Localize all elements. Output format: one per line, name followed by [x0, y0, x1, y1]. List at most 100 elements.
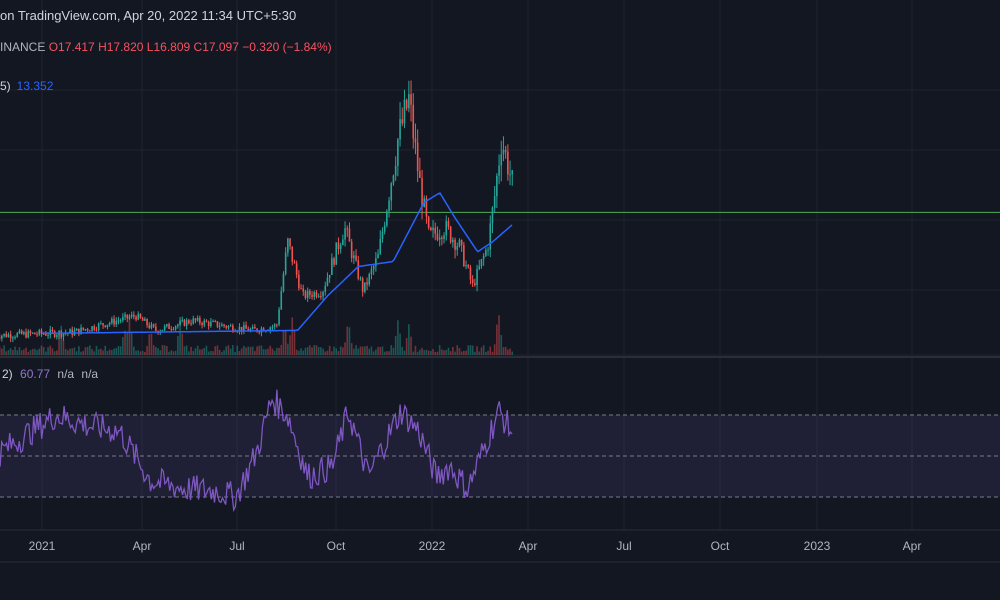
volume-bar [155, 346, 157, 355]
candle-body [489, 223, 492, 250]
candle-body [177, 324, 179, 327]
candle-body [179, 320, 181, 325]
candle-body [348, 228, 351, 242]
candle-body [183, 319, 186, 326]
volume-bar [467, 345, 470, 355]
candle-body [97, 323, 100, 330]
candle-body [463, 245, 465, 267]
volume-bar [337, 351, 340, 355]
candlestick-series [0, 80, 514, 343]
candle-body [390, 183, 393, 201]
volume-bar [20, 350, 23, 355]
volume-bar [313, 345, 316, 355]
candle-body [344, 228, 346, 240]
volume-bar [212, 351, 214, 355]
volume-bar [229, 348, 232, 355]
volume-bar [67, 350, 69, 355]
rsi-legend[interactable]: 2) 60.77 n/a n/a [2, 367, 98, 381]
volume-bar [185, 345, 188, 355]
candle-body [438, 237, 441, 240]
symbol-label[interactable]: INANCE [0, 40, 46, 54]
volume-bar [69, 348, 71, 355]
candle-body [498, 165, 500, 176]
candle-body [293, 261, 296, 264]
candle-body [144, 319, 146, 321]
candle-body [135, 316, 137, 320]
candle-body [188, 320, 190, 324]
candle-body [207, 322, 210, 327]
volume-bar [271, 348, 274, 355]
candle-body [372, 266, 375, 270]
chart-header: on TradingView.com, Apr 20, 2022 11:34 U… [0, 8, 297, 23]
candle-body [399, 119, 401, 140]
volume-bar [71, 348, 74, 355]
time-axis-label: Oct [326, 539, 346, 553]
volume-bar [500, 335, 503, 355]
time-axis-label: Jul [616, 539, 632, 553]
candle-body [456, 246, 459, 250]
volume-bar [291, 317, 294, 355]
candle-body [322, 291, 324, 297]
candle-body [3, 333, 5, 336]
candle-body [284, 252, 287, 274]
rsi-na-1: n/a [57, 367, 75, 381]
candle-body [174, 326, 177, 330]
candle-body [38, 330, 41, 335]
candle-body [383, 225, 386, 232]
volume-bar [324, 351, 327, 355]
candle-body [454, 239, 456, 250]
volume-bar [163, 345, 166, 355]
volume-bar [273, 350, 276, 355]
candle-body [29, 331, 32, 334]
candle-body [465, 265, 467, 267]
volume-bar [260, 345, 263, 355]
volume-bar [7, 349, 10, 355]
time-axis-label: 2023 [803, 539, 831, 553]
volume-bar [221, 351, 223, 355]
volume-bar [27, 351, 30, 355]
volume-bar [280, 344, 283, 355]
candle-body [225, 326, 228, 328]
candle-body [51, 329, 54, 332]
candle-body [111, 318, 113, 324]
volume-bar [452, 346, 454, 355]
candle-body [408, 94, 410, 109]
ma-legend[interactable]: 5) 13.352 [0, 79, 53, 93]
candle-body [441, 237, 443, 239]
candle-body [313, 292, 316, 297]
candle-body [86, 329, 89, 331]
volume-bar [342, 347, 344, 355]
volume-bar [29, 350, 32, 355]
volume-bar [139, 351, 142, 355]
volume-bar [353, 348, 355, 355]
volume-bar [223, 350, 225, 355]
volume-bar [146, 346, 148, 355]
volume-bar [482, 345, 485, 355]
volume-bar [465, 350, 467, 355]
volume-bar [137, 350, 140, 355]
volume-bar [289, 335, 291, 355]
candle-body [346, 228, 349, 230]
volume-bar [216, 345, 219, 355]
candle-body [243, 325, 245, 332]
candle-body [172, 329, 175, 331]
ma-value: 13.352 [16, 79, 54, 93]
volume-bar [394, 336, 397, 355]
candle-body [311, 295, 313, 297]
volume-bar [194, 348, 197, 355]
candle-body [113, 318, 115, 325]
volume-bar [302, 350, 305, 355]
rsi-pane [0, 414, 1000, 498]
volume-bar [91, 348, 93, 355]
volume-bar [449, 351, 452, 355]
volume-bar [152, 345, 155, 355]
volume-bar [392, 347, 395, 355]
volume-bar [38, 348, 41, 355]
volume-bar [254, 351, 256, 355]
volume-bar [157, 348, 159, 355]
candle-body [295, 263, 298, 275]
candle-body [18, 330, 21, 334]
rsi-na-2: n/a [81, 367, 99, 381]
candle-body [194, 318, 197, 321]
